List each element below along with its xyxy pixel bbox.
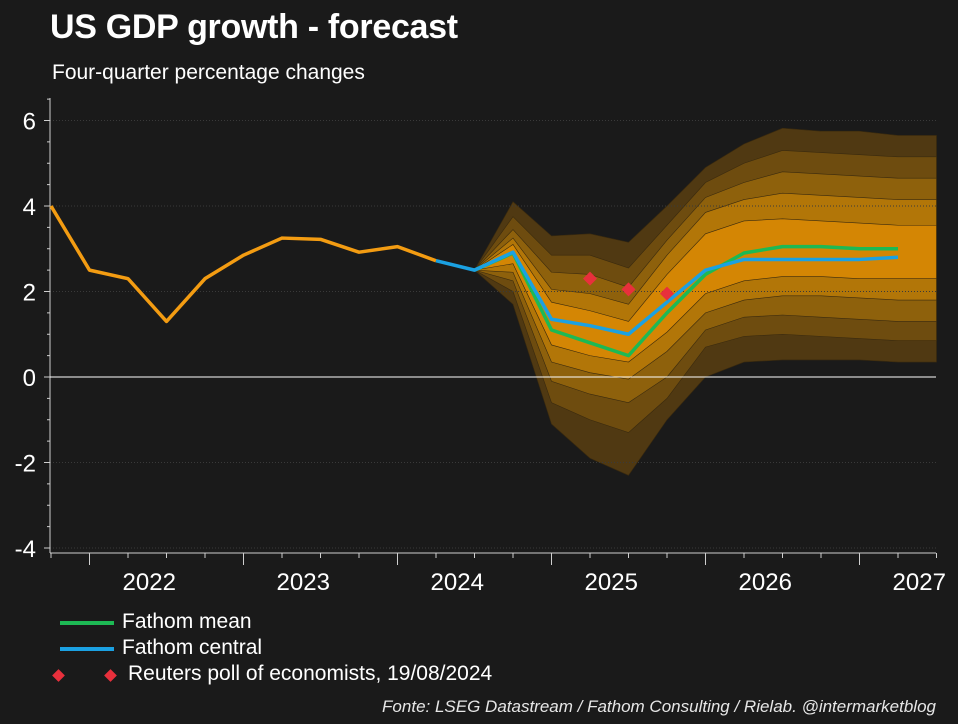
fathom-mean-swatch <box>60 621 114 625</box>
y-tick-label: 4 <box>23 194 36 221</box>
series-lines <box>49 205 899 358</box>
y-tick-label: 2 <box>23 280 36 307</box>
fan-chart-bands <box>473 127 937 476</box>
reuters-point <box>583 271 597 286</box>
x-tick-label: 2027 <box>893 569 946 596</box>
x-tick-label: 2022 <box>123 569 176 596</box>
reuters-point <box>660 286 674 301</box>
fathom-mean-line <box>473 244 898 358</box>
y-tick-label: 0 <box>23 365 36 392</box>
x-tick-label: 2025 <box>585 569 638 596</box>
fathom-central-swatch <box>60 647 114 651</box>
y-tick-label: 6 <box>23 109 36 136</box>
reuters-points <box>583 271 674 301</box>
y-tick-label: -4 <box>15 536 36 563</box>
legend-label-reuters: Reuters poll of economists, 19/08/2024 <box>128 662 493 685</box>
tick-labels: -4 -2 0 2 4 6 2022 2023 2024 2025 2026 2027 <box>15 109 946 597</box>
chart-subtitle: Four-quarter percentage changes <box>52 61 365 84</box>
reuters-point <box>621 282 636 297</box>
fathom-central-line <box>435 250 899 336</box>
gridlines <box>50 120 936 549</box>
legend-label-fathom-mean: Fathom mean <box>122 610 252 633</box>
x-tick-label: 2026 <box>739 569 792 596</box>
x-tick-label: 2024 <box>431 569 484 596</box>
y-tick-label: -2 <box>15 451 36 478</box>
history-line <box>49 205 437 324</box>
axes <box>44 98 937 565</box>
source-note: Fonte: LSEG Datastream / Fathom Consulti… <box>382 697 936 716</box>
x-tick-label: 2023 <box>277 569 330 596</box>
legend-label-fathom-central: Fathom central <box>122 636 263 659</box>
chart-title: US GDP growth - forecast <box>50 8 458 46</box>
